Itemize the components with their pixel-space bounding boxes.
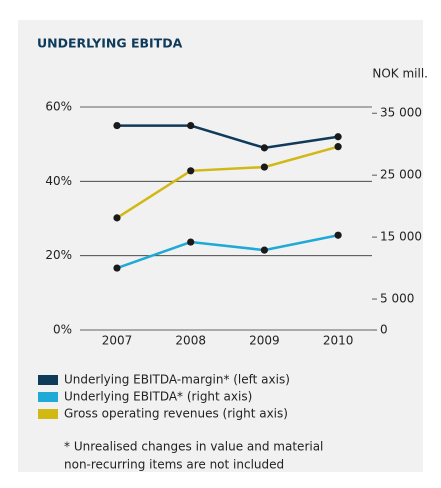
y2-tick-label: 5 000	[380, 292, 414, 306]
y2-tick-label: 0	[380, 323, 388, 337]
data-point	[260, 144, 268, 152]
y-tick-label: 60%	[45, 100, 72, 114]
series-line	[117, 124, 339, 150]
data-point	[187, 238, 195, 246]
footnote: * Unrealised changes in value and materi…	[64, 440, 323, 454]
data-point	[187, 121, 195, 130]
data-point	[334, 231, 342, 239]
y2-axis-label: NOK mill.	[372, 67, 428, 81]
legend-swatch	[38, 409, 58, 419]
data-point	[260, 246, 268, 254]
data-point	[334, 143, 342, 151]
legend-label: Underlying EBITDA* (right axis)	[64, 390, 252, 404]
footnote: non-recurring items are not included	[64, 458, 284, 472]
data-point	[260, 163, 268, 171]
x-tick-label: 2008	[175, 334, 206, 348]
y-tick-label: 20%	[45, 248, 72, 262]
legend-label: Underlying EBITDA-margin* (left axis)	[64, 373, 290, 387]
y2-tick-label: 15 000	[380, 230, 422, 244]
legend-label: Gross operating revenues (right axis)	[64, 407, 288, 421]
y-tick-label: 40%	[45, 174, 72, 188]
data-point	[334, 133, 342, 141]
legend-swatch	[38, 392, 58, 402]
chart-title: UNDERLYING EBITDA	[37, 36, 183, 51]
y2-tick-label: 35 000	[380, 106, 422, 120]
y-tick-label: 0%	[53, 323, 72, 337]
x-tick-label: 2007	[102, 334, 133, 348]
series-line	[116, 145, 339, 219]
legend-swatch	[38, 375, 58, 385]
data-point	[113, 264, 121, 272]
x-tick-label: 2010	[323, 334, 354, 348]
series-line	[116, 233, 339, 270]
data-point	[187, 167, 195, 175]
x-tick-label: 2009	[249, 334, 280, 348]
data-point	[113, 121, 121, 130]
y2-tick-label: 25 000	[380, 168, 422, 182]
data-point	[113, 214, 121, 222]
